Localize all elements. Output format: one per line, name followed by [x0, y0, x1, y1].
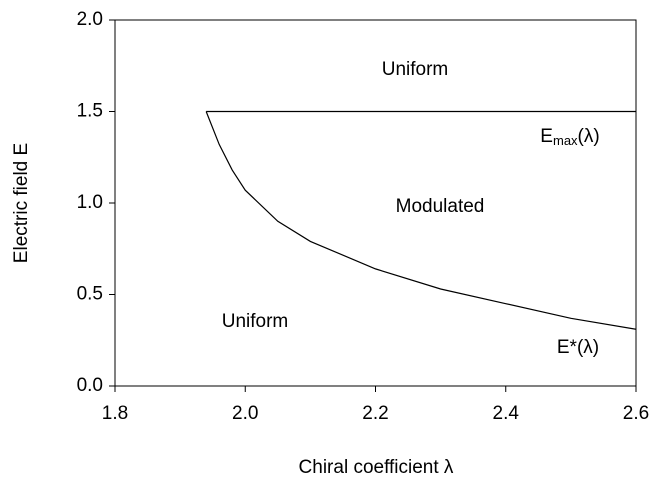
x-tick-label: 2.0: [232, 403, 258, 424]
annotation: Uniform: [382, 59, 449, 80]
y-tick-label: 0.0: [77, 375, 103, 396]
x-axis-label: Chiral coefficient λ: [299, 457, 454, 478]
annotation-sub: max: [553, 133, 578, 148]
annotation-main: E: [540, 126, 553, 147]
x-tick-label: 2.4: [493, 403, 520, 424]
annotation: Emax(λ): [540, 126, 599, 148]
annotation-rest: (λ): [578, 126, 600, 147]
x-tick-label: 2.2: [362, 403, 388, 424]
y-axis-label: Electric field E: [11, 143, 32, 263]
curve: [205, 111, 637, 330]
x-tick-label: 1.8: [102, 403, 128, 424]
annotation: Uniform: [222, 311, 289, 332]
y-tick-label: 2.0: [77, 9, 103, 30]
y-tick-label: 1.0: [77, 192, 103, 213]
annotation: E*(λ): [557, 337, 599, 358]
y-tick-label: 0.5: [77, 284, 103, 305]
annotation: Modulated: [396, 196, 485, 217]
plot-frame: [114, 19, 637, 387]
y-tick-label: 1.5: [77, 101, 103, 122]
x-tick-label: 2.6: [623, 403, 649, 424]
